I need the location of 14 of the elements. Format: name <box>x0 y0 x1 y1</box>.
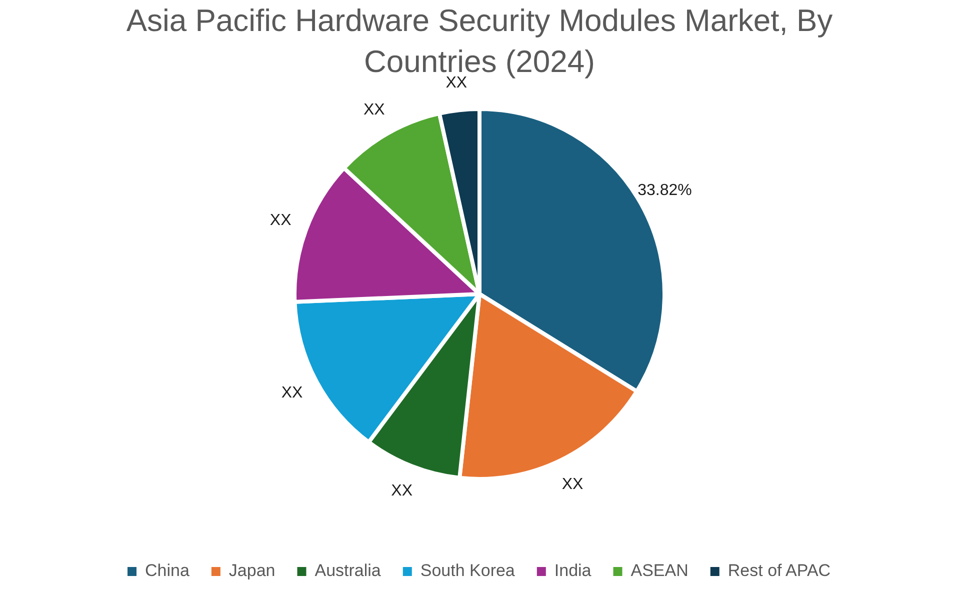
legend-label: China <box>145 561 190 580</box>
data-label: XX <box>391 482 413 500</box>
legend-label: Japan <box>228 561 276 580</box>
data-label: XX <box>446 74 468 92</box>
legend-label: Australia <box>314 561 382 580</box>
data-label: XX <box>281 384 304 402</box>
legend-label: India <box>554 561 592 580</box>
data-label: XX <box>270 212 292 230</box>
legend-label: South Korea <box>420 561 516 580</box>
legend-label: Rest of APAC <box>728 561 831 580</box>
data-label: 33.82% <box>638 182 692 200</box>
data-label: XX <box>363 101 386 118</box>
legend-label: ASEAN <box>630 561 688 580</box>
data-label: XX <box>562 476 584 493</box>
